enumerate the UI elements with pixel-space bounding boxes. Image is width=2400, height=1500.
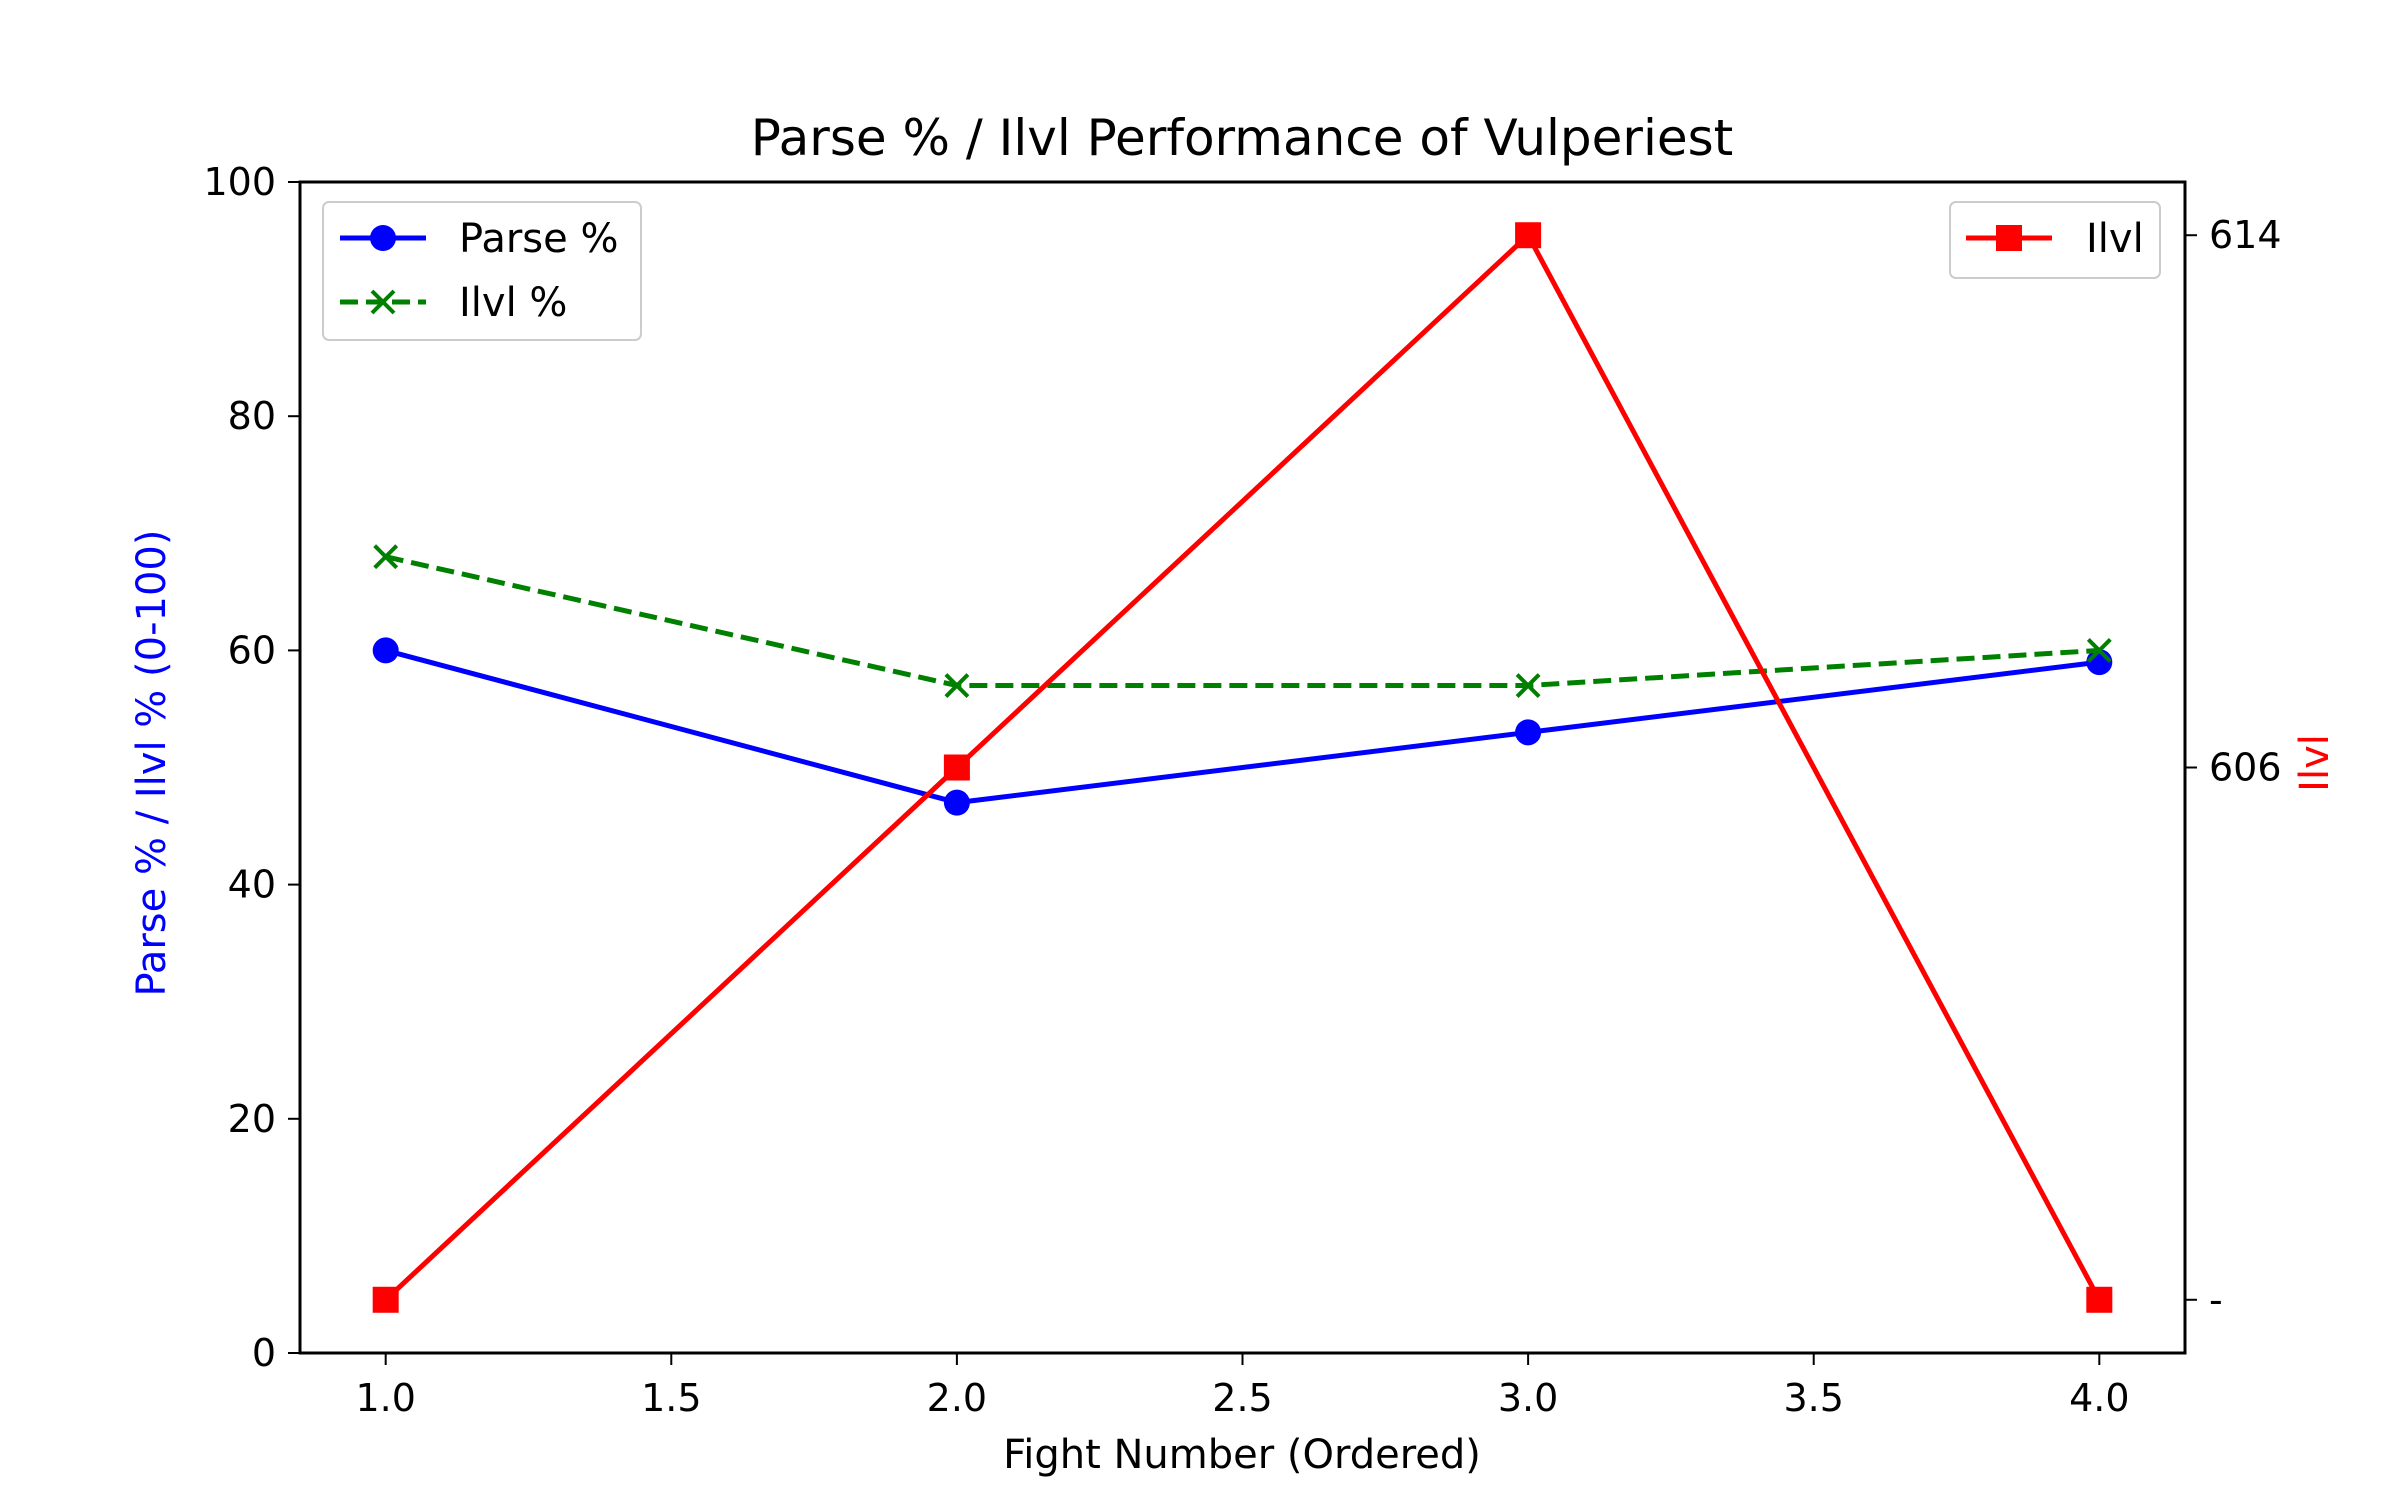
legend-label-parse: Parse % (459, 216, 618, 262)
legend-left: Parse % Ilvl % (322, 201, 642, 341)
y-axis-label-right: Ilvl (2292, 734, 2338, 792)
marker-ilvl (943, 754, 970, 781)
marker-parse (943, 789, 970, 816)
marker-ilvl (1515, 673, 1541, 698)
series-line-ilvl (383, 232, 2102, 1302)
series-line-ilvl (385, 554, 2100, 688)
y-tick-label-left: 100 (203, 160, 276, 204)
marker-parse (1515, 719, 1542, 746)
marker-ilvl (373, 544, 399, 570)
marker-ilvl (944, 673, 970, 698)
x-tick-label: 2.0 (927, 1376, 987, 1420)
marker-ilvl (2086, 637, 2112, 663)
x-tick-label: 3.5 (1783, 1376, 1843, 1420)
chart-title: Parse % / Ilvl Performance of Vulperiest (751, 109, 1734, 167)
series-line-parse (385, 647, 2100, 806)
marker-parse (372, 637, 399, 664)
y-tick-label-right: - (2209, 1278, 2223, 1322)
x-tick-label: 2.5 (1212, 1376, 1272, 1420)
y-axis-label-left: Parse % / Ilvl % (0-100) (129, 530, 175, 997)
x-tick-label: 1.0 (355, 1376, 415, 1420)
legend-marker-parse (370, 225, 396, 251)
plot-area: 1.0 1.5 2.0 2.5 3.0 3.5 4.0 0 20 40 60 80 100 - 606 614 (203, 160, 2281, 1420)
legend-right-frame (1949, 201, 2161, 279)
x-axis-label: Fight Number (Ordered) (1003, 1432, 1481, 1478)
marker-ilvl (1515, 222, 1542, 249)
y-tick-label-left: 60 (228, 628, 276, 672)
legend-label-ilvl-pct: Ilvl % (459, 280, 567, 326)
legend-marker-ilvl (1996, 225, 2022, 251)
legend-right: Ilvl (1949, 201, 2161, 279)
marker-ilvl (2086, 1286, 2113, 1313)
legend-label-ilvl: Ilvl (2086, 216, 2144, 262)
x-tick-label: 1.5 (641, 1376, 701, 1420)
y-tick-label-left: 40 (228, 863, 276, 907)
marker-ilvl (372, 1286, 399, 1313)
y-tick-label-right: 606 (2209, 746, 2282, 790)
x-tick-label: 4.0 (2069, 1376, 2129, 1420)
y-tick-label-left: 80 (228, 394, 276, 438)
y-tick-label-left: 0 (252, 1331, 276, 1375)
y-tick-label-left: 20 (228, 1097, 276, 1141)
y-tick-label-right: 614 (2209, 213, 2282, 257)
x-tick-label: 3.0 (1498, 1376, 1558, 1420)
legend-marker-ilvl-pct (370, 289, 396, 315)
